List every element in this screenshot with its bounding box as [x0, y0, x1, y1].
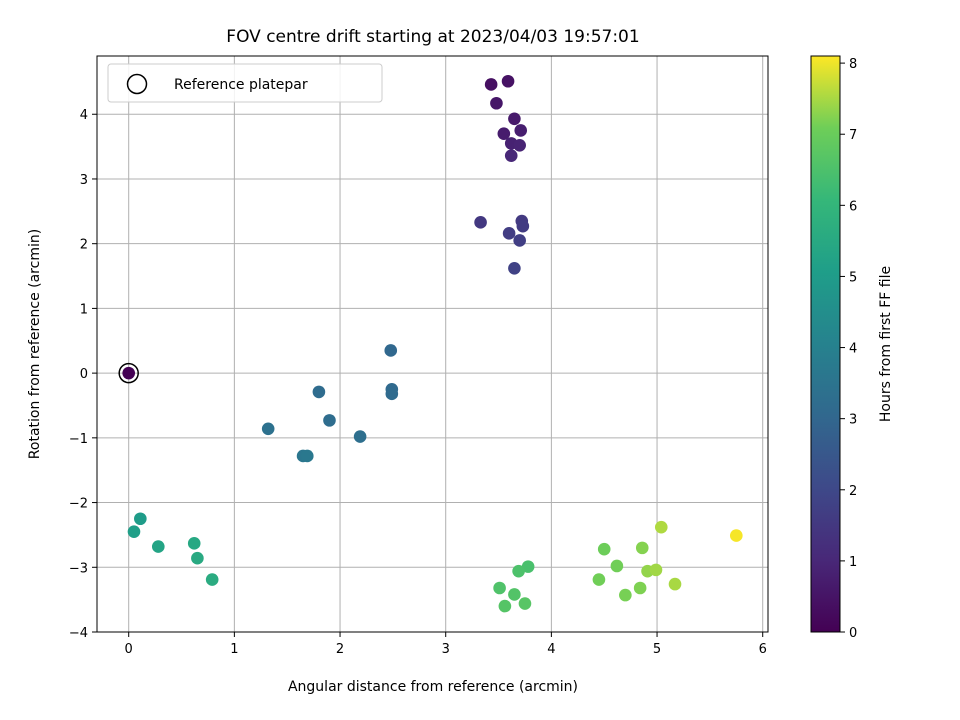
y-tick-label: −4 [69, 626, 88, 641]
legend-reference-marker [126, 73, 148, 95]
scatter-point [729, 529, 743, 542]
scatter-point [633, 581, 647, 595]
scatter-point [592, 573, 606, 586]
scatter-point [516, 219, 530, 233]
x-tick-label: 6 [759, 642, 767, 657]
x-tick-label: 0 [125, 642, 133, 657]
scatter-point [521, 560, 535, 573]
colorbar: 0 1 2 3 4 5 6 7 8 Hours from first FF file [810, 55, 894, 641]
scatter-point [508, 112, 521, 126]
y-tick-label: 0 [80, 367, 88, 382]
scatter-point [668, 577, 682, 591]
x-tick-label: 5 [653, 642, 661, 657]
scatter-point [127, 525, 141, 538]
scatter-point [484, 78, 498, 91]
colorbar-tick-label: 3 [849, 413, 857, 428]
scatter-point [504, 149, 518, 162]
y-tick-label: 4 [80, 108, 88, 123]
legend-box [107, 63, 383, 103]
colorbar-tick-label: 6 [849, 199, 857, 214]
scatter-point [502, 227, 516, 240]
y-tick-label: 2 [80, 238, 88, 253]
scatter-point [134, 512, 147, 526]
reference-marker-layer [118, 362, 139, 384]
scatter-point [493, 581, 506, 595]
scatter-point [191, 551, 204, 565]
scatter-point [353, 430, 367, 443]
legend-label-reference-platepar: Reference platepar [174, 77, 308, 93]
scatter-point [508, 588, 521, 601]
scatter-point [384, 344, 398, 357]
scatter-point [513, 139, 526, 152]
colorbar-tick-label: 5 [849, 270, 857, 285]
legend: Reference platepar [107, 63, 383, 103]
colorbar-label: Hours from first FF file [878, 266, 894, 422]
colorbar-tick-label: 4 [849, 342, 857, 357]
scatter-point [501, 74, 515, 88]
y-tick-label: 3 [80, 173, 88, 188]
scatter-point [513, 234, 526, 247]
scatter-point [300, 449, 314, 463]
y-tick-label: −2 [69, 497, 88, 512]
scatter-point [610, 559, 624, 573]
scatter-point [649, 563, 663, 577]
chart-title: FOV centre drift starting at 2023/04/03 … [226, 27, 639, 47]
grid-lines [97, 56, 768, 633]
x-axis-label: Angular distance from reference (arcmin) [288, 679, 578, 695]
scatter-point [654, 520, 668, 534]
colorbar-tick-label: 7 [849, 128, 857, 143]
scatter-point [474, 216, 487, 229]
colorbar-ticks: 0 1 2 3 4 5 6 7 8 [840, 57, 857, 641]
scatter-point [151, 540, 165, 553]
colorbar-gradient [810, 55, 841, 633]
scatter-point [518, 597, 532, 610]
y-tick-label: −1 [69, 432, 88, 447]
scatter-point [385, 387, 399, 401]
scatter-point [514, 124, 528, 137]
y-axis-label: Rotation from reference (arcmin) [27, 229, 43, 459]
scatter-points [122, 74, 743, 613]
reference-platepar-marker [118, 362, 139, 384]
scatter-point [635, 541, 649, 555]
colorbar-tick-label: 0 [849, 626, 857, 641]
x-axis-ticks: 0 1 2 3 4 5 6 [125, 632, 767, 657]
scatter-point [122, 366, 136, 380]
y-tick-label: 1 [80, 302, 88, 317]
scatter-point [312, 385, 326, 399]
scatter-point [187, 537, 201, 550]
scatter-point [498, 599, 512, 613]
scatter-point [512, 564, 525, 578]
y-axis-ticks: −4 −3 −2 −1 0 1 2 3 4 [69, 108, 97, 641]
colorbar-tick-label: 8 [849, 57, 857, 72]
scatter-point [261, 422, 275, 436]
y-tick-label: −3 [69, 561, 88, 576]
x-tick-label: 2 [336, 642, 344, 657]
scatter-point [597, 542, 611, 556]
scatter-point [508, 261, 521, 275]
scatter-point [490, 96, 503, 110]
scatter-point [205, 573, 219, 586]
colorbar-tick-label: 1 [849, 555, 857, 570]
x-tick-label: 1 [230, 642, 238, 657]
scatter-point [619, 588, 632, 602]
scatter-point [497, 127, 511, 140]
scatter-point [323, 414, 336, 427]
plot-frame [96, 55, 769, 633]
x-tick-label: 4 [547, 642, 555, 657]
x-tick-label: 3 [442, 642, 450, 657]
colorbar-tick-label: 2 [849, 484, 857, 499]
